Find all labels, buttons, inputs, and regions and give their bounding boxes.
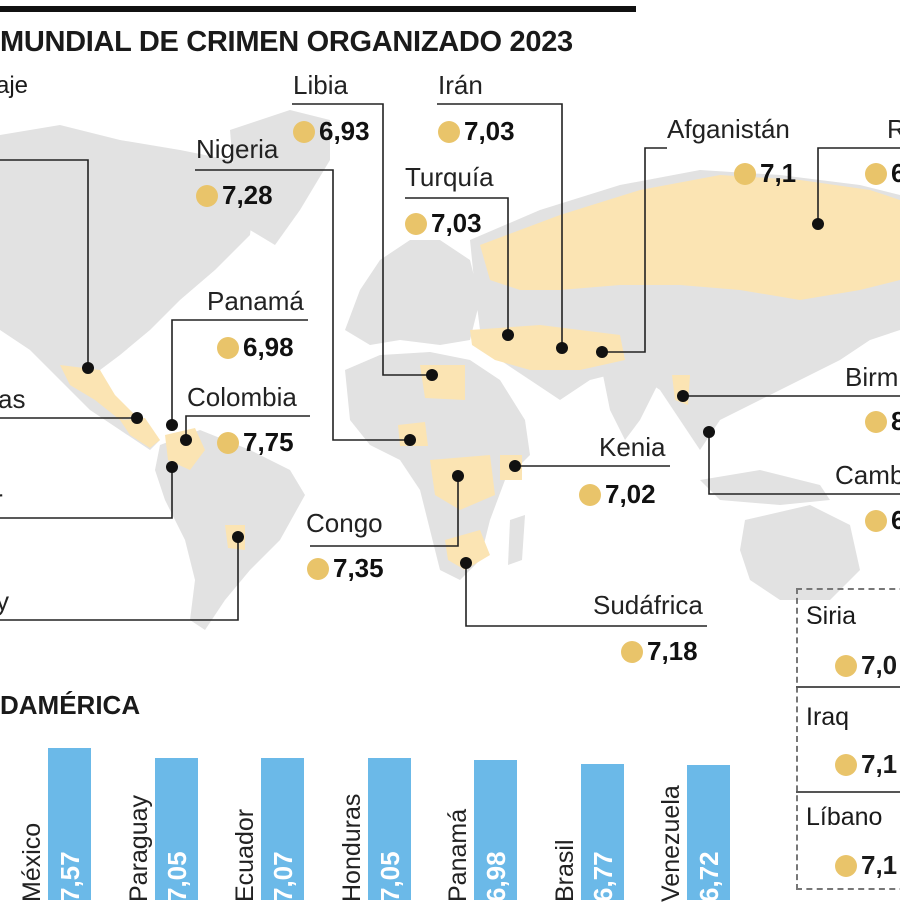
highlight-layer: [60, 175, 900, 570]
value-colombia: 7,75: [217, 427, 294, 458]
dot-marker: [217, 432, 239, 454]
value-kenia: 7,02: [579, 479, 656, 510]
value-rusia: 6: [865, 158, 900, 189]
label-sudafrica: Sudáfrica: [593, 590, 703, 620]
bar-méxico: [48, 748, 91, 900]
chart-title: DAMÉRICA: [0, 690, 141, 720]
bar-category-label: Honduras: [338, 793, 366, 902]
dot-marker: [438, 121, 460, 143]
box-label-iraq: Iraq: [806, 703, 850, 731]
region-russia: [480, 175, 900, 300]
land-india: [600, 350, 660, 440]
label-nigeria: Nigeria: [196, 134, 279, 164]
label-honduras-fragment: as: [0, 384, 26, 414]
dot-marker: [865, 510, 887, 532]
bar-venezuela: [687, 765, 730, 900]
label-ecuador-fragment: r: [0, 484, 3, 515]
dot-marker: [835, 754, 857, 776]
value-iran: 7,03: [438, 116, 515, 147]
subtitle-fragment: aje: [0, 72, 29, 99]
value-afganistan: 7,1: [734, 158, 796, 189]
label-turquia: Turquía: [405, 162, 494, 192]
bar-category-label: Ecuador: [231, 808, 259, 902]
bar-paraguay: [155, 758, 198, 900]
box-value-libano: 7,1: [835, 850, 897, 881]
land-europe: [345, 240, 480, 345]
region-colombia: [165, 428, 205, 470]
dot-marker: [307, 558, 329, 580]
dot-marker: [835, 855, 857, 877]
bar-value-label: 6,77: [588, 851, 618, 902]
value-sudafrica: 7,18: [621, 636, 698, 667]
bar-category-label: Venezuela: [657, 785, 685, 902]
bar-category-label: Paraguay: [125, 794, 153, 902]
value-congo: 7,35: [307, 553, 384, 584]
middle-east-box: [796, 588, 900, 890]
box-divider: [796, 686, 900, 688]
label-camboya: Camb: [835, 460, 900, 490]
label-libia: Libia: [293, 70, 348, 100]
region-southafrica: [445, 530, 490, 570]
box-label-siria: Siria: [806, 602, 857, 630]
land-australia: [740, 505, 860, 600]
dot-marker: [835, 655, 857, 677]
label-birmania: Birm: [845, 362, 899, 392]
land-madagascar: [508, 515, 525, 565]
label-afganistan: Afganistán: [667, 114, 790, 144]
box-value-iraq: 7,1: [835, 749, 897, 780]
location-dots: [82, 218, 824, 569]
dot-marker: [196, 185, 218, 207]
land-indonesia: [700, 470, 830, 505]
leader-lines: [0, 103, 900, 627]
dot-marker: [405, 213, 427, 235]
bar-value-label: 6,98: [481, 851, 511, 902]
label-panama: Panamá: [207, 286, 304, 316]
dot-marker: [865, 411, 887, 433]
bar-honduras: [368, 758, 411, 900]
label-paraguay-fragment: y: [0, 586, 9, 616]
bar-value-label: 6,72: [694, 851, 724, 902]
bar-value-label: 7,05: [375, 851, 405, 902]
bar-value-label: 7,07: [268, 851, 298, 902]
value-birmania: 8: [865, 406, 900, 437]
region-libya: [420, 365, 465, 400]
label-rusia: R: [887, 114, 900, 144]
value-panama: 6,98: [217, 332, 294, 363]
value-turquia: 7,03: [405, 208, 482, 239]
bar-category-label: Panamá: [444, 808, 472, 902]
region-congo: [430, 455, 495, 510]
region-central-america: [120, 418, 160, 448]
bar-category-label: Brasil: [551, 839, 579, 902]
bar-category-label: México: [18, 822, 46, 902]
label-kenia: Kenia: [599, 432, 666, 462]
region-mexico: [60, 365, 135, 420]
value-libia: 6,93: [293, 116, 370, 147]
page-title: MUNDIAL DE CRIMEN ORGANIZADO 2023: [0, 26, 573, 58]
dot-marker: [734, 163, 756, 185]
bar-value-label: 7,57: [55, 851, 85, 902]
top-rule: [0, 6, 636, 12]
box-label-libano: Líbano: [806, 803, 883, 831]
box-value-siria: 7,0: [835, 650, 897, 681]
bar-panamá: [474, 760, 517, 900]
label-congo: Congo: [306, 508, 383, 538]
bar-brasil: [581, 764, 624, 900]
dot-marker: [293, 121, 315, 143]
box-divider: [796, 791, 900, 793]
land-greenland: [230, 110, 330, 245]
label-colombia: Colombia: [187, 382, 297, 412]
value-nigeria: 7,28: [196, 180, 273, 211]
dot-marker: [621, 641, 643, 663]
dot-marker: [579, 484, 601, 506]
dot-marker: [217, 337, 239, 359]
bar-ecuador: [261, 758, 304, 900]
dot-marker: [865, 163, 887, 185]
value-camboya: 6: [865, 505, 900, 536]
bar-value-label: 7,05: [162, 851, 192, 902]
label-iran: Irán: [438, 70, 483, 100]
